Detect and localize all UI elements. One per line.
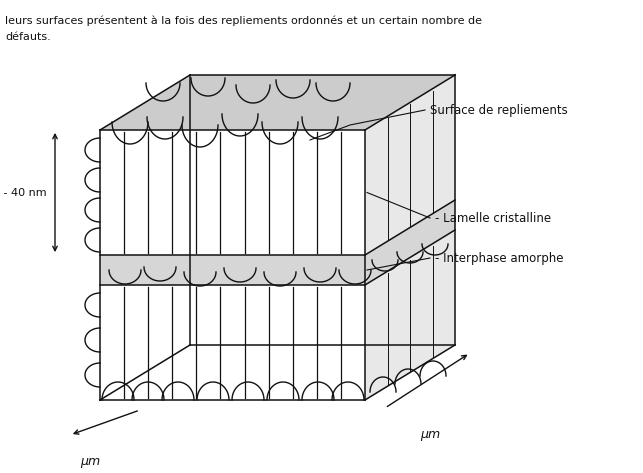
Text: leurs surfaces présentent à la fois des repliements ordonnés et un certain nombr: leurs surfaces présentent à la fois des … (5, 15, 482, 26)
Text: - Interphase amorphe: - Interphase amorphe (435, 252, 563, 264)
Polygon shape (100, 75, 455, 130)
Polygon shape (365, 75, 455, 255)
Text: Surface de repliements: Surface de repliements (430, 104, 568, 116)
Text: μm: μm (80, 455, 100, 468)
Text: μm: μm (420, 428, 440, 441)
Text: - Lamelle cristalline: - Lamelle cristalline (435, 211, 551, 225)
Text: défauts.: défauts. (5, 32, 51, 42)
Polygon shape (100, 130, 365, 255)
Polygon shape (365, 230, 455, 400)
Polygon shape (100, 255, 365, 285)
Text: 5 - 40 nm: 5 - 40 nm (0, 187, 47, 198)
Polygon shape (100, 285, 365, 400)
Polygon shape (365, 200, 455, 285)
